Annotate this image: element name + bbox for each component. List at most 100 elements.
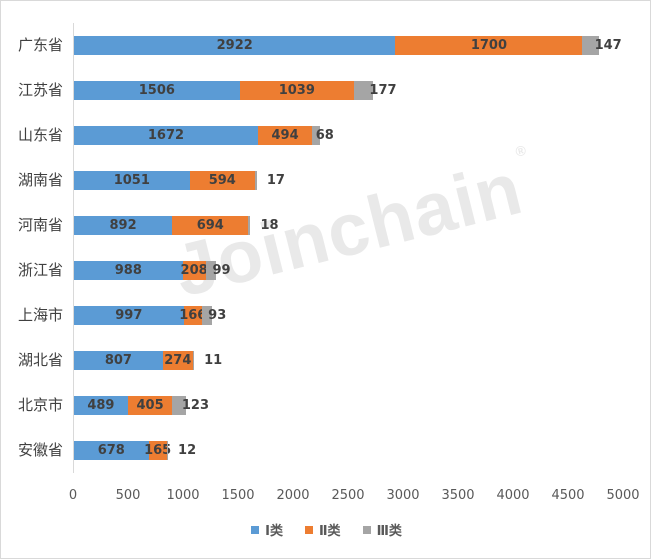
legend-swatch-icon bbox=[304, 525, 313, 534]
data-label: 892 bbox=[109, 218, 137, 233]
bar-segment-series-2: 165 bbox=[144, 441, 171, 460]
category-label: 浙江省 bbox=[17, 261, 63, 279]
bar-row: 湖南省 1051 594 17 bbox=[1, 171, 651, 190]
bar-segment-series-2: 1039 bbox=[239, 81, 354, 100]
bar-segment-series-1: 988 bbox=[74, 261, 183, 280]
bar-row: 广东省 2922 1700 147 bbox=[1, 36, 651, 55]
data-label: 489 bbox=[87, 398, 115, 413]
bar-segment-series-2: 694 bbox=[172, 216, 249, 235]
bar-segment-series-1: 678 bbox=[74, 441, 149, 460]
bar-row: 山东省 1672 494 68 bbox=[1, 126, 651, 145]
x-tick-label: 0 bbox=[68, 488, 78, 503]
bar-segment-series-1: 892 bbox=[74, 216, 173, 235]
bar-segment-series-2: 494 bbox=[257, 126, 313, 145]
bar-segment-series-2: 405 bbox=[127, 396, 173, 415]
x-tick-label: 3500 bbox=[441, 488, 475, 503]
data-label: 494 bbox=[271, 128, 299, 143]
legend-item: Ⅱ类 bbox=[304, 520, 341, 539]
bar-segment-series-1: 489 bbox=[74, 396, 128, 415]
bar-segment-series-2: 208 bbox=[180, 261, 208, 280]
data-label: 1506 bbox=[138, 83, 175, 98]
data-label: 166 bbox=[179, 308, 207, 323]
data-label-series-3: 147 bbox=[594, 38, 622, 53]
bar-segment-series-1: 1506 bbox=[74, 81, 240, 100]
data-label-series-3: 18 bbox=[260, 218, 279, 233]
category-label: 湖南省 bbox=[17, 171, 63, 189]
category-label: 安徽省 bbox=[17, 441, 63, 459]
bar-row: 安徽省 678 165 12 bbox=[1, 441, 651, 460]
bar-row: 浙江省 988 208 99 bbox=[1, 261, 651, 280]
data-label: 208 bbox=[180, 263, 208, 278]
category-label: 河南省 bbox=[17, 216, 63, 234]
data-label: 678 bbox=[97, 443, 125, 458]
bar-segment-series-3 bbox=[582, 36, 599, 55]
bar-segment-series-3 bbox=[192, 351, 195, 370]
x-tick-label: 2000 bbox=[276, 488, 310, 503]
bar-segment-series-3 bbox=[248, 216, 251, 235]
data-label: 807 bbox=[104, 353, 132, 368]
data-label: 165 bbox=[144, 443, 172, 458]
bar-segment-series-1: 1051 bbox=[74, 171, 190, 190]
x-tick-label: 1500 bbox=[221, 488, 255, 503]
bar-segment-series-2: 594 bbox=[189, 171, 255, 190]
bar-row: 上海市 997 166 93 bbox=[1, 306, 651, 325]
bar-segment-series-3 bbox=[172, 396, 186, 415]
legend-label: Ⅱ类 bbox=[318, 524, 341, 539]
data-label: 694 bbox=[196, 218, 224, 233]
data-label: 1039 bbox=[278, 83, 315, 98]
data-label-series-3: 123 bbox=[181, 398, 209, 413]
data-label-series-3: 99 bbox=[212, 263, 231, 278]
x-tick-label: 500 bbox=[115, 488, 141, 503]
data-label: 274 bbox=[164, 353, 192, 368]
x-tick-label: 5000 bbox=[606, 488, 640, 503]
data-label-series-3: 11 bbox=[204, 353, 223, 368]
bar-row: 江苏省 1506 1039 177 bbox=[1, 81, 651, 100]
category-label: 上海市 bbox=[17, 306, 63, 324]
legend-item: Ⅲ类 bbox=[362, 520, 402, 539]
data-label-series-3: 17 bbox=[266, 173, 285, 188]
bar-segment-series-3 bbox=[201, 306, 213, 325]
x-tick-label: 4000 bbox=[496, 488, 530, 503]
data-label: 594 bbox=[208, 173, 236, 188]
data-label-series-3: 68 bbox=[315, 128, 334, 143]
data-label-series-3: 177 bbox=[369, 83, 397, 98]
bar-row: 河南省 892 694 18 bbox=[1, 216, 651, 235]
bar-segment-series-3 bbox=[205, 261, 217, 280]
data-label-series-3: 12 bbox=[178, 443, 197, 458]
bar-segment-series-1: 2922 bbox=[74, 36, 396, 55]
x-tick-label: 3000 bbox=[386, 488, 420, 503]
y-axis-line bbox=[73, 23, 74, 473]
bar-segment-series-1: 807 bbox=[74, 351, 163, 370]
bar-segment-series-2: 274 bbox=[162, 351, 193, 370]
legend-label: Ⅰ类 bbox=[265, 524, 283, 539]
bar-segment-series-3 bbox=[166, 441, 169, 460]
data-label: 2922 bbox=[216, 38, 253, 53]
category-label: 湖北省 bbox=[17, 351, 63, 369]
category-label: 北京市 bbox=[17, 396, 63, 414]
data-label-series-3: 93 bbox=[208, 308, 227, 323]
category-label: 江苏省 bbox=[17, 81, 63, 99]
bar-segment-series-1: 1672 bbox=[74, 126, 258, 145]
bar-segment-series-3 bbox=[254, 171, 257, 190]
x-tick-label: 4500 bbox=[551, 488, 585, 503]
bar-segment-series-3 bbox=[353, 81, 374, 100]
bar-segment-series-3 bbox=[312, 126, 320, 145]
bar-segment-series-2: 166 bbox=[179, 306, 206, 325]
x-tick-label: 1000 bbox=[166, 488, 200, 503]
x-tick-label: 2500 bbox=[331, 488, 365, 503]
bar-segment-series-1: 997 bbox=[74, 306, 184, 325]
data-label: 1051 bbox=[113, 173, 150, 188]
legend: Ⅰ类 Ⅱ类 Ⅲ类 bbox=[1, 520, 651, 539]
legend-item: Ⅰ类 bbox=[251, 520, 283, 539]
legend-swatch-icon bbox=[251, 525, 260, 534]
data-label: 1672 bbox=[147, 128, 185, 143]
bar-row: 湖北省 807 274 11 bbox=[1, 351, 651, 370]
bar-segment-series-2: 1700 bbox=[395, 36, 583, 55]
legend-swatch-icon bbox=[362, 525, 371, 534]
category-label: 广东省 bbox=[17, 36, 63, 54]
bar-row: 北京市 489 405 123 bbox=[1, 396, 651, 415]
data-label: 997 bbox=[115, 308, 143, 323]
category-label: 山东省 bbox=[17, 126, 63, 144]
data-label: 988 bbox=[114, 263, 142, 278]
